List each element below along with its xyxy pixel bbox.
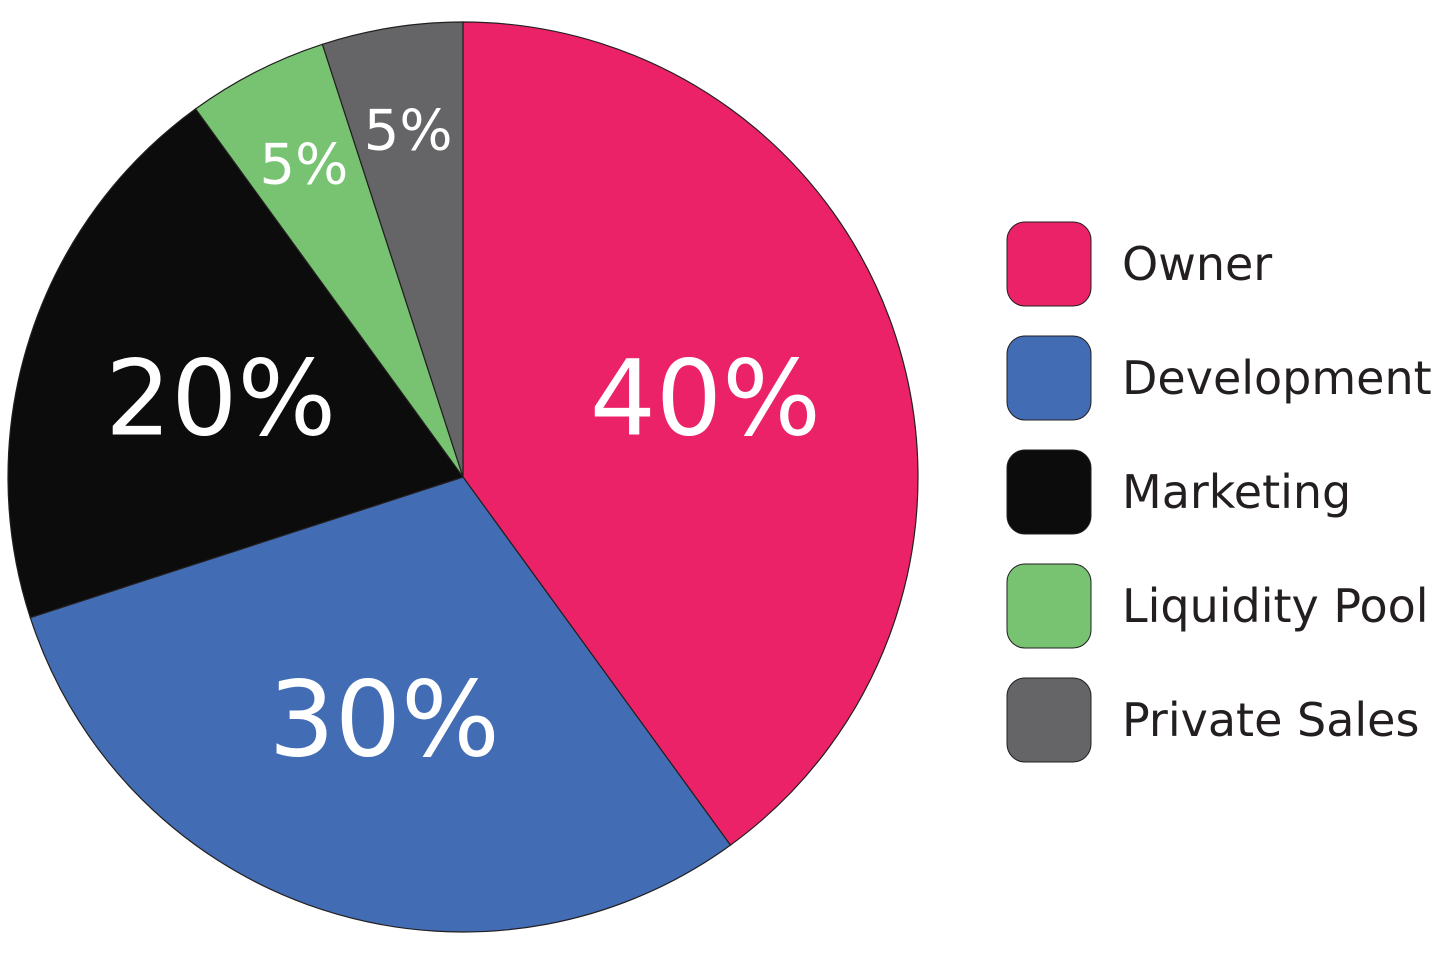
legend-label: Marketing <box>1122 465 1351 519</box>
pie-slice <box>29 476 732 933</box>
value-label: 5% <box>364 98 453 163</box>
legend-label: Owner <box>1122 237 1272 291</box>
legend-label: Liquidity Pool <box>1122 579 1429 633</box>
legend-swatch <box>1006 563 1092 649</box>
legend-label: Private Sales <box>1122 693 1419 747</box>
legend-label: Development <box>1122 351 1432 405</box>
pie-slice <box>7 108 464 619</box>
legend-swatch <box>1006 221 1092 307</box>
value-label: 5% <box>260 132 349 197</box>
legend-swatch <box>1006 335 1092 421</box>
value-label: 30% <box>269 658 500 780</box>
pie-slice <box>194 43 464 478</box>
pie-slice <box>321 21 464 478</box>
pie-slice <box>462 21 919 846</box>
legend-swatch <box>1006 677 1092 763</box>
value-label: 40% <box>590 337 821 459</box>
value-label: 20% <box>105 337 336 459</box>
legend-swatch <box>1006 449 1092 535</box>
